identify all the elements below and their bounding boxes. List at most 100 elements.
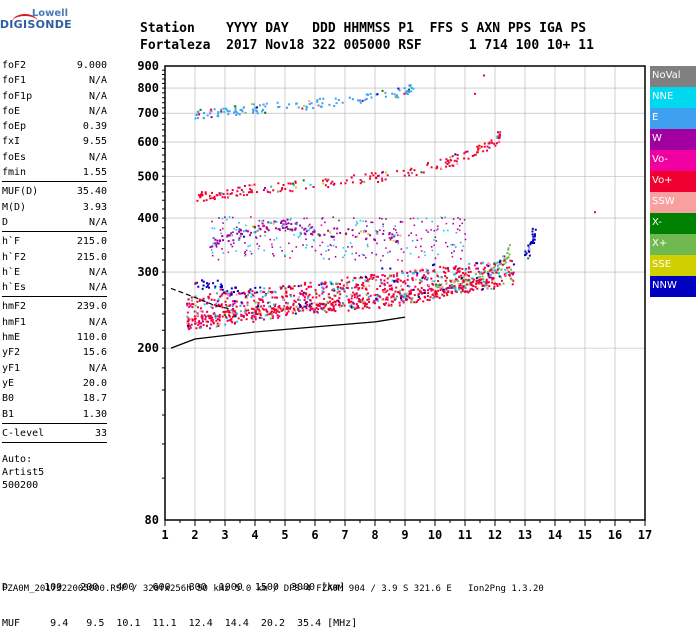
echo-point — [439, 286, 442, 289]
echo-point — [481, 275, 484, 278]
echo-point — [379, 229, 381, 232]
echo-point — [244, 254, 246, 257]
echo-point — [344, 182, 347, 185]
echo-point — [395, 231, 398, 234]
echo-point — [455, 160, 458, 163]
echo-point — [218, 318, 221, 321]
logo-lowell-text: Lowell — [31, 8, 68, 19]
echo-point — [323, 297, 326, 300]
echo-point — [355, 252, 357, 254]
echo-point — [492, 287, 495, 290]
echo-point — [364, 230, 367, 233]
echo-point — [269, 317, 272, 320]
echo-point — [209, 246, 212, 249]
echo-point — [348, 300, 351, 303]
x-tick-label: 14 — [548, 528, 562, 542]
echo-point — [458, 229, 461, 232]
echo-point — [331, 236, 334, 239]
echo-point — [244, 242, 246, 244]
echo-point — [206, 320, 209, 323]
echo-point — [357, 99, 360, 102]
echo-point — [454, 278, 457, 281]
echo-point — [453, 266, 456, 269]
echo-point — [305, 307, 308, 310]
echo-point — [207, 297, 210, 300]
echo-point — [406, 89, 409, 92]
echo-point — [414, 278, 417, 281]
echo-point — [259, 228, 262, 231]
echo-point — [210, 305, 213, 308]
echo-point — [249, 288, 252, 291]
echo-point — [331, 304, 334, 307]
echo-point — [313, 231, 316, 234]
param-row: foEp 0.39 — [2, 119, 107, 134]
echo-point — [202, 324, 205, 327]
echo-point — [359, 276, 362, 279]
echo-point — [335, 282, 338, 285]
echo-point — [365, 293, 368, 296]
echo-point — [261, 110, 264, 113]
echo-point — [304, 227, 307, 230]
echo-point — [405, 297, 408, 300]
echo-point — [265, 226, 268, 229]
echo-point — [314, 249, 317, 252]
echo-point — [324, 178, 327, 181]
echo-point — [286, 295, 289, 298]
echo-point — [492, 277, 495, 280]
echo-point — [477, 270, 480, 273]
echo-point — [353, 296, 356, 299]
param-name: fmin — [2, 167, 27, 179]
echo-point — [457, 288, 460, 291]
echo-point — [342, 284, 345, 287]
echo-point — [390, 305, 393, 308]
echo-point — [227, 251, 230, 254]
echo-point — [272, 317, 275, 320]
echo-point — [266, 301, 269, 304]
echo-point — [328, 308, 331, 311]
echo-point — [277, 307, 280, 310]
echo-point — [282, 219, 285, 222]
echo-point — [371, 277, 374, 280]
echo-point — [352, 174, 355, 177]
echo-point — [447, 269, 450, 272]
echo-point — [325, 303, 328, 306]
echo-point — [338, 297, 341, 300]
echo-point — [417, 299, 420, 302]
echo-point — [479, 272, 482, 275]
echo-point — [357, 283, 360, 286]
echo-point — [224, 314, 227, 317]
echo-point — [242, 316, 245, 319]
echo-point — [408, 90, 411, 93]
echo-point — [435, 229, 438, 232]
echo-point — [273, 309, 276, 312]
echo-point — [361, 301, 364, 304]
echo-point — [338, 303, 341, 306]
echo-point — [401, 270, 404, 273]
echo-point — [211, 306, 214, 309]
echo-point — [325, 250, 327, 252]
legend-entry: NNW — [650, 276, 696, 297]
echo-point — [334, 97, 337, 100]
echo-point — [413, 294, 416, 297]
echo-point — [433, 269, 436, 272]
echo-point — [371, 252, 373, 254]
param-value: 215.0 — [76, 236, 107, 248]
echo-point — [290, 223, 293, 226]
echo-point — [422, 289, 425, 292]
echo-point — [487, 272, 490, 275]
echo-point — [186, 324, 189, 327]
echo-point — [322, 97, 325, 100]
echo-point — [239, 304, 242, 307]
echo-point — [241, 302, 244, 305]
echo-point — [434, 257, 437, 260]
echo-point — [436, 228, 439, 230]
echo-point — [217, 242, 220, 245]
echo-point — [256, 313, 259, 316]
echo-point — [495, 283, 498, 286]
echo-point — [400, 295, 403, 298]
echo-point — [493, 265, 496, 268]
echo-point — [416, 239, 419, 242]
echo-point — [380, 278, 383, 281]
echo-point — [322, 257, 325, 260]
echo-point — [306, 300, 309, 303]
